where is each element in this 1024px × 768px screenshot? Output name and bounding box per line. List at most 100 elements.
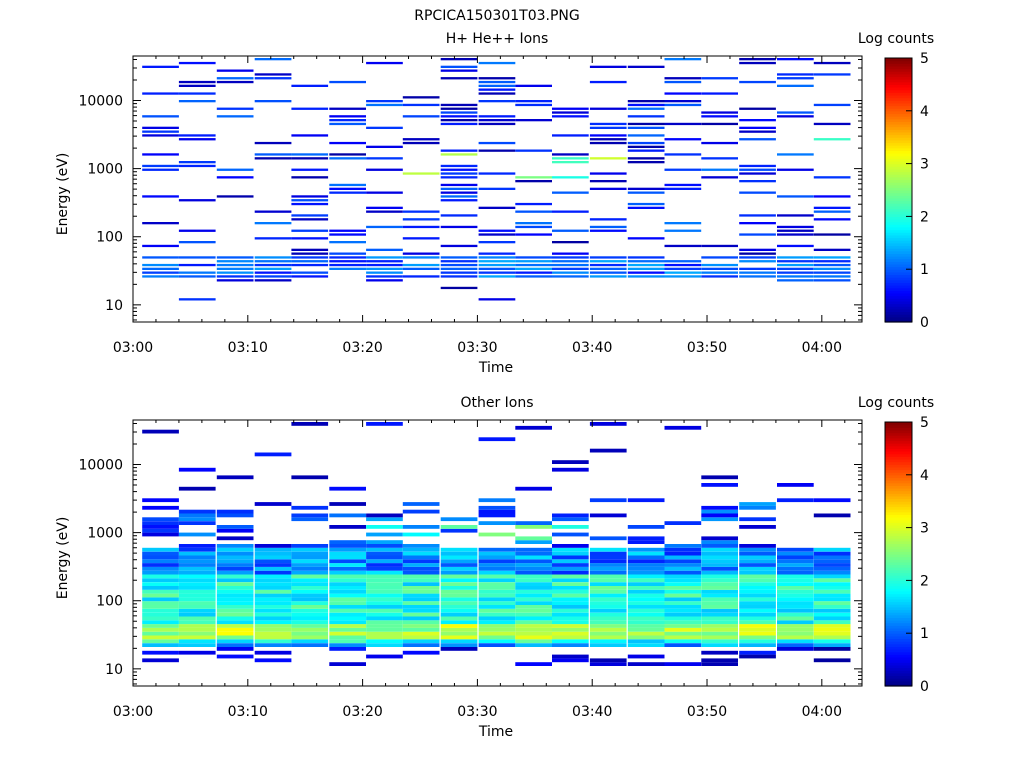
heatmap-cell <box>142 65 179 68</box>
heatmap-cell <box>178 570 216 575</box>
heatmap-cell <box>664 601 702 605</box>
colorbar-segment <box>885 266 912 270</box>
heatmap-cell <box>664 624 702 628</box>
heatmap-cell <box>329 191 366 194</box>
heatmap-cell <box>178 164 216 168</box>
heatmap-cell <box>366 597 403 602</box>
heatmap-cell <box>254 620 292 625</box>
heatmap-cell <box>402 593 440 598</box>
heatmap-cell <box>627 65 665 68</box>
heatmap-cell <box>739 267 776 270</box>
heatmap-cell <box>664 570 702 575</box>
colorbar-segment <box>885 517 912 521</box>
heatmap-cell <box>701 605 738 609</box>
heatmap-cell <box>777 168 814 171</box>
colorbar-segment <box>885 250 912 254</box>
heatmap-cell <box>664 582 702 586</box>
heatmap-cell <box>440 263 478 267</box>
heatmap-cell <box>478 582 516 586</box>
colorbar-segment <box>885 609 912 613</box>
heatmap-cell <box>627 256 665 259</box>
heatmap-cell <box>402 582 440 586</box>
heatmap-cell <box>777 555 814 560</box>
heatmap-cell <box>178 134 216 137</box>
heatmap-cell <box>329 115 366 118</box>
heatmap-cell <box>440 551 478 556</box>
heatmap-cell <box>739 620 776 625</box>
heatmap-cell <box>515 540 552 544</box>
colorbar-segment <box>885 561 912 566</box>
heatmap-cell <box>739 643 776 647</box>
heatmap-cell <box>813 271 851 274</box>
heatmap-cell <box>142 525 179 529</box>
heatmap-cell <box>777 624 814 628</box>
heatmap-cell <box>813 138 851 141</box>
heatmap-cell <box>142 498 179 503</box>
heatmap-cell <box>142 650 179 655</box>
heatmap-cell <box>216 608 254 613</box>
heatmap-cell <box>216 563 254 567</box>
heatmap-cell <box>440 244 478 248</box>
colorbar-segment <box>885 308 912 313</box>
colorbar-segment <box>885 68 912 72</box>
heatmap-cell <box>627 586 665 590</box>
colorbar-segment <box>885 197 912 202</box>
heatmap-cell <box>178 631 216 636</box>
colorbar-segment <box>885 187 912 191</box>
heatmap-cell <box>366 263 403 267</box>
heatmap-cell <box>739 544 776 548</box>
heatmap-cell <box>664 229 702 232</box>
heatmap-cell <box>552 566 589 571</box>
heatmap-cell <box>739 502 776 506</box>
heatmap-cell <box>440 225 478 229</box>
heatmap-cell <box>478 275 516 278</box>
heatmap-cell <box>813 555 851 560</box>
x-axis-label: Time <box>478 360 513 376</box>
heatmap-cell <box>701 639 738 644</box>
heatmap-cell <box>589 570 627 575</box>
heatmap-cell <box>664 574 702 579</box>
heatmap-cell <box>701 566 738 571</box>
heatmap-cell <box>813 620 851 625</box>
colorbar-segment <box>885 440 912 444</box>
colorbar-segment <box>885 585 912 589</box>
heatmap-cell <box>627 620 665 625</box>
heatmap-cell <box>552 578 589 583</box>
heatmap-cell <box>739 563 776 567</box>
heatmap-cell <box>664 597 702 602</box>
heatmap-cell <box>291 624 329 628</box>
heatmap-cell <box>142 256 179 259</box>
heatmap-cell <box>552 639 589 644</box>
heatmap-cell <box>552 107 589 110</box>
heatmap-cell <box>627 627 665 632</box>
heatmap-cell <box>366 551 403 556</box>
colorbar-segment <box>885 482 912 486</box>
heatmap-cell <box>739 191 776 194</box>
heatmap-cell <box>440 643 478 647</box>
heatmap-cell <box>552 620 589 625</box>
heatmap-cell <box>478 100 516 103</box>
colorbar-segment <box>885 160 912 165</box>
heatmap-cell <box>178 650 216 655</box>
heatmap-cell <box>440 119 478 122</box>
colorbar-segment <box>885 540 912 545</box>
heatmap-cell <box>627 141 665 145</box>
heatmap-cell <box>478 187 516 190</box>
colorbar-segment <box>885 656 912 661</box>
panel-other-ions: Other Ions Log counts Energy (eV) Time 0… <box>55 395 934 740</box>
heatmap-cell <box>440 597 478 602</box>
heatmap-cell <box>254 260 292 263</box>
heatmap-cell <box>701 608 738 613</box>
colorbar-tick-label: 4 <box>920 468 929 484</box>
heatmap-cell <box>366 422 403 426</box>
heatmap-cell <box>440 168 478 171</box>
heatmap-cell <box>291 195 329 198</box>
heatmap-cell <box>627 582 665 586</box>
heatmap-cell <box>627 263 665 267</box>
heatmap-cell <box>254 77 292 80</box>
heatmap-cell <box>142 586 179 590</box>
colorbar-segment <box>885 142 912 146</box>
heatmap-cell <box>589 187 627 190</box>
heatmap-cell <box>739 525 776 529</box>
heatmap-cell <box>552 513 589 518</box>
